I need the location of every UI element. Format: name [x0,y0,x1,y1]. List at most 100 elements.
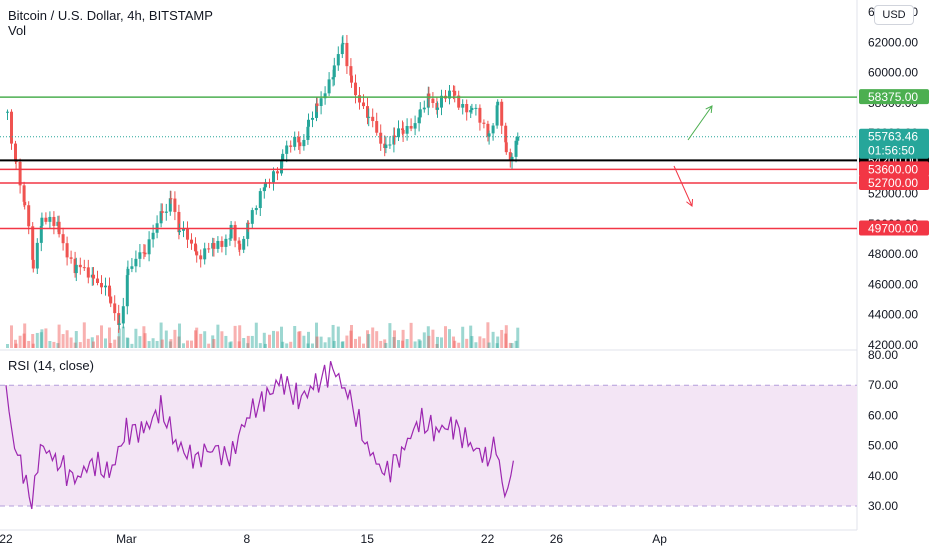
candle-body [496,101,500,106]
volume-bar [212,339,216,348]
candle-body [262,187,266,192]
candle-body [345,42,349,67]
volume-bar [40,329,44,348]
level-lines[interactable] [0,96,857,230]
candle-body [151,232,155,240]
candle-body [307,119,310,127]
candle-body [48,216,52,222]
volume-bar [383,339,387,348]
currency-button[interactable]: USD [874,5,914,25]
volume-bar [31,343,35,348]
candle-body [384,144,388,149]
volume-bar [177,336,181,348]
candle-body [69,257,73,259]
candle-body [233,224,237,241]
candle-body [474,107,478,109]
candle-body [224,238,228,247]
resistance-58375-label: 58375.00 [868,90,918,104]
volume-bar [486,322,490,348]
volume-bar [465,338,469,348]
volume-bar [211,335,215,348]
candle-body [104,285,107,288]
volume-bar [315,336,319,348]
rsi-tick-4: 40.00 [868,469,898,483]
volume-bar [228,342,232,348]
candle-body [92,274,95,279]
candle-body [435,102,439,110]
candle-body [504,125,508,143]
candle-body [108,285,111,297]
candle-body [293,136,297,147]
volume-bar [323,342,327,348]
volume-bar [375,331,379,348]
volume-bar [315,322,318,348]
candle-body [228,238,232,240]
time-tick-5: 26 [550,532,564,546]
support-49700-badge [859,220,929,236]
candle-body [18,161,22,186]
volume-bar [268,334,271,348]
last-price-label: 55763.46 [868,130,918,144]
volume-bar [78,342,82,348]
candle-body [336,54,340,66]
volume-bar [96,335,99,348]
candle-body [315,103,318,118]
volume-bar [401,340,404,348]
volume-bar [194,330,197,348]
volume-bar [44,328,48,348]
volume-bar [302,335,306,348]
candle-body [327,79,331,94]
volume-bar [134,328,138,348]
time-axis[interactable]: 22 Mar 8 15 22 26 Ap [0,532,667,546]
candle-body [31,226,35,260]
price-tick-6: 52000.00 [868,187,918,201]
rsi-tick-0: 80.00 [868,348,898,362]
candle-body [147,239,151,255]
volume-bar [155,340,159,348]
candle-body [242,238,246,250]
volume-bar [65,330,69,348]
volume-bar [341,341,345,348]
candle-body [281,153,285,161]
volume-bar [160,339,164,348]
volume-bar [224,335,228,348]
volume-bar [276,331,279,348]
candle-body [194,243,197,252]
candle-body [422,107,426,110]
candle-body [297,136,301,143]
volume-bar [48,340,52,348]
volume-bar [258,343,262,348]
volume-bar [367,334,371,348]
support-53600-label: 53600.00 [868,162,918,176]
volume-bar [444,326,447,348]
candle-body [367,116,371,118]
volume-bar [100,325,103,348]
candle-body [52,216,56,226]
price-tick-10: 44000.00 [868,308,918,322]
volume-bar [117,336,121,348]
price-tick-9: 46000.00 [868,277,918,291]
candle-body [173,198,177,212]
up-arrow-head [705,105,713,114]
volume-bar [319,336,323,348]
volume-bar [397,340,400,348]
candle-body [500,101,504,126]
volume-bar [73,342,77,348]
volume-bar [147,341,151,348]
candle-body [138,252,142,259]
volume-bar [178,323,181,348]
volume-bar [109,343,113,348]
volume-bar [413,341,417,348]
candle-body [510,156,514,161]
volume-bar [169,339,173,348]
volume-bar [151,338,155,348]
candle-body [302,139,306,147]
candle-body [285,145,289,154]
candle-body [349,66,353,76]
rsi-line [5,361,514,510]
volume-bar [56,343,60,348]
price-axis[interactable]: 64000.0062000.0060000.0058000.0056000.00… [868,5,918,513]
candle-body [44,217,48,222]
candle-body [289,145,293,147]
